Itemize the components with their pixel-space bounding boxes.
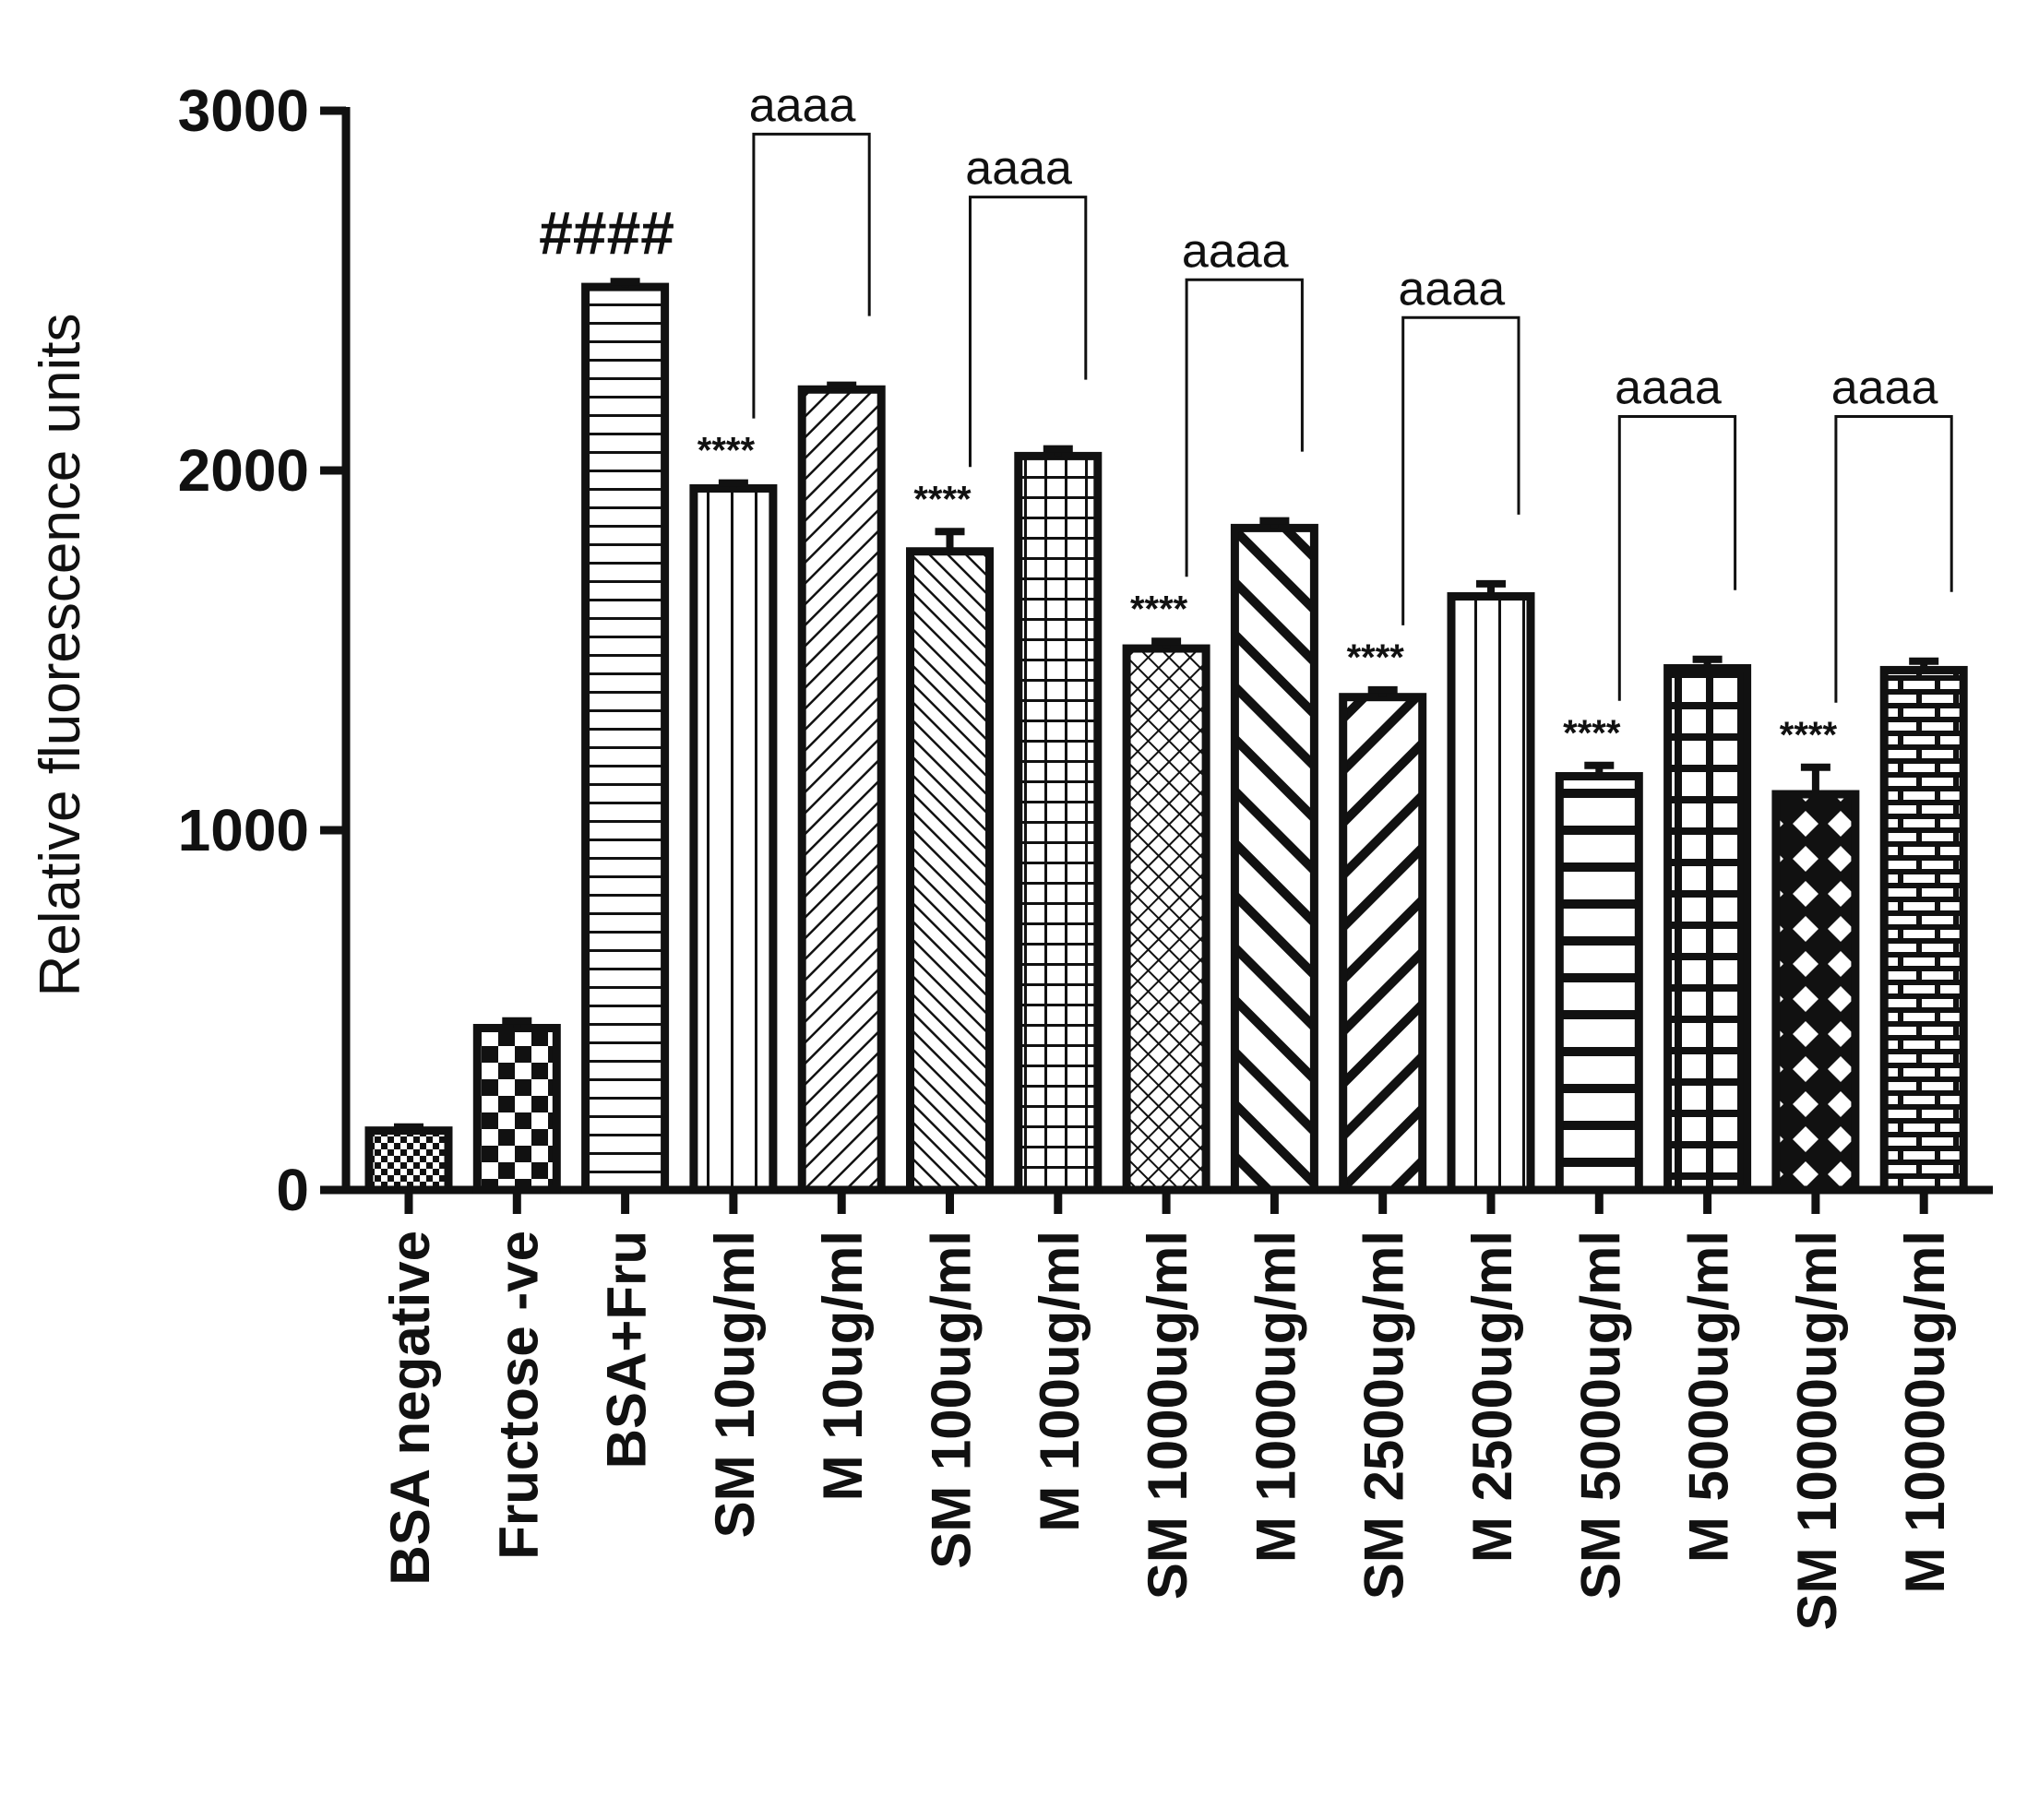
y-tick-label: 1000 xyxy=(178,797,309,863)
bar xyxy=(364,1126,453,1195)
significance-bracket-label: aaaa xyxy=(965,142,1072,196)
category-label: SM 2500ug/ml xyxy=(1353,1231,1415,1600)
bar xyxy=(1771,790,1860,1195)
significance-bracket-label: aaaa xyxy=(1182,224,1289,278)
significance-bracket xyxy=(1185,278,1304,577)
significance-annotations: #### **** **** **** **** **** **** aaaa aaaa aaaa… xyxy=(539,78,1953,755)
category-label: SM 1000ug/ml xyxy=(1137,1231,1198,1600)
bar xyxy=(472,1024,561,1195)
bar xyxy=(1230,523,1318,1195)
y-tick-label: 3000 xyxy=(178,77,309,144)
significance-stars: **** xyxy=(913,479,972,519)
bar xyxy=(1122,644,1210,1195)
significance-bracket xyxy=(752,132,871,419)
significance-bracket-label: aaaa xyxy=(1615,362,1722,415)
bar xyxy=(689,484,778,1195)
category-label: M 10ug/ml xyxy=(812,1231,874,1501)
significance-bracket-label: aaaa xyxy=(1399,262,1506,315)
significance-stars: **** xyxy=(1563,713,1621,754)
bar xyxy=(1447,592,1535,1195)
bar xyxy=(1014,451,1103,1195)
category-label: BSA+Fru xyxy=(596,1231,658,1469)
significance-bracket xyxy=(969,196,1088,468)
category-label: M 2500ug/ml xyxy=(1461,1231,1523,1563)
bar xyxy=(581,282,670,1195)
category-label: SM 100ug/ml xyxy=(921,1231,983,1569)
significance-bracket xyxy=(1834,415,1953,703)
y-axis-label: Relative fluorescence units xyxy=(29,314,92,997)
y-tick-label: 0 xyxy=(276,1157,309,1223)
category-label: Fructose -ve xyxy=(487,1231,549,1560)
y-axis: 0 1000 2000 3000 xyxy=(178,77,351,1223)
category-label: M 1000ug/ml xyxy=(1245,1231,1306,1563)
significance-stars: **** xyxy=(1780,715,1838,755)
bar xyxy=(1663,664,1752,1195)
significance-bracket-label: aaaa xyxy=(1831,362,1938,415)
y-tick-label: 2000 xyxy=(178,437,309,504)
significance-stars: **** xyxy=(1347,637,1405,678)
bar xyxy=(906,547,994,1195)
bar xyxy=(1555,772,1643,1195)
significance-bracket xyxy=(1401,315,1520,625)
category-label: SM 10000ug/ml xyxy=(1786,1231,1848,1631)
category-label: M 100ug/ml xyxy=(1029,1231,1091,1532)
category-label: BSA negative xyxy=(379,1231,441,1586)
category-label: SM 10ug/ml xyxy=(704,1231,766,1538)
bars-group xyxy=(364,282,1968,1195)
category-label: M 5000ug/ml xyxy=(1678,1231,1740,1563)
category-label: SM 5000ug/ml xyxy=(1569,1231,1631,1600)
error-bars-group xyxy=(394,278,1939,1131)
bar xyxy=(1339,693,1427,1195)
category-labels: BSA negative Fructose -ve BSA+Fru SM 10ug/m… xyxy=(379,1231,1956,1631)
category-label: M 10000ug/ml xyxy=(1894,1231,1956,1594)
significance-stars: **** xyxy=(1130,589,1188,629)
bar xyxy=(1879,665,1968,1195)
significance-stars: **** xyxy=(698,431,756,471)
significance-bracket-label: aaaa xyxy=(749,78,856,132)
bar xyxy=(797,385,886,1195)
significance-hash: #### xyxy=(539,198,674,267)
significance-bracket xyxy=(1617,415,1737,701)
